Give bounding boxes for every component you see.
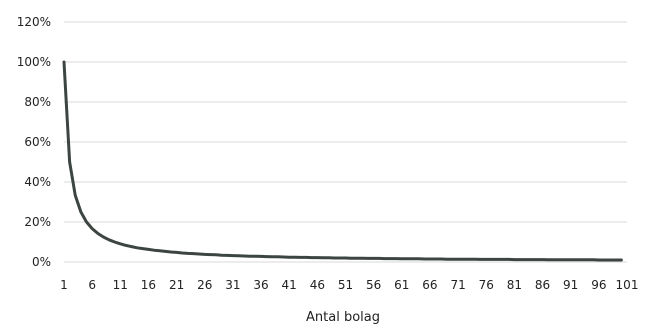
x-tick-label: 76 bbox=[479, 278, 494, 292]
series-layer bbox=[62, 60, 623, 262]
y-tick-label: 120% bbox=[17, 15, 51, 29]
x-tick-label: 56 bbox=[366, 278, 381, 292]
y-tick-label: 100% bbox=[17, 55, 51, 69]
x-tick-label: 91 bbox=[563, 278, 578, 292]
x-tick-label: 81 bbox=[507, 278, 522, 292]
x-tick-label: 101 bbox=[616, 278, 639, 292]
x-tick-label: 26 bbox=[197, 278, 212, 292]
x-tick-label: 66 bbox=[422, 278, 437, 292]
x-tick-label: 71 bbox=[450, 278, 465, 292]
x-tick-label: 11 bbox=[113, 278, 128, 292]
x-axis-title: Antal bolag bbox=[306, 310, 380, 325]
y-tick-label: 0% bbox=[32, 255, 51, 269]
y-tick-label: 60% bbox=[24, 135, 51, 149]
y-tick-label: 20% bbox=[24, 215, 51, 229]
x-axis-ticks: 1 6 11 16 21 26 31 36 41 46 51 56 61 66 71 76 81 86 91 96 10… bbox=[60, 278, 638, 292]
y-axis-ticks: 0% 20% 40% 60% 80% 100% 120% bbox=[17, 15, 51, 269]
x-tick-label: 1 bbox=[60, 278, 68, 292]
y-tick-label: 80% bbox=[24, 95, 51, 109]
x-tick-label: 41 bbox=[282, 278, 297, 292]
x-tick-label: 6 bbox=[88, 278, 96, 292]
x-tick-label: 86 bbox=[535, 278, 550, 292]
y-tick-label: 40% bbox=[24, 175, 51, 189]
x-tick-label: 21 bbox=[169, 278, 184, 292]
gridlines bbox=[64, 21, 627, 263]
x-tick-label: 31 bbox=[225, 278, 240, 292]
x-tick-label: 36 bbox=[253, 278, 268, 292]
x-tick-label: 96 bbox=[591, 278, 606, 292]
x-tick-label: 51 bbox=[338, 278, 353, 292]
x-tick-label: 16 bbox=[141, 278, 156, 292]
series-line bbox=[62, 60, 623, 262]
x-tick-label: 46 bbox=[310, 278, 325, 292]
x-tick-label: 61 bbox=[394, 278, 409, 292]
